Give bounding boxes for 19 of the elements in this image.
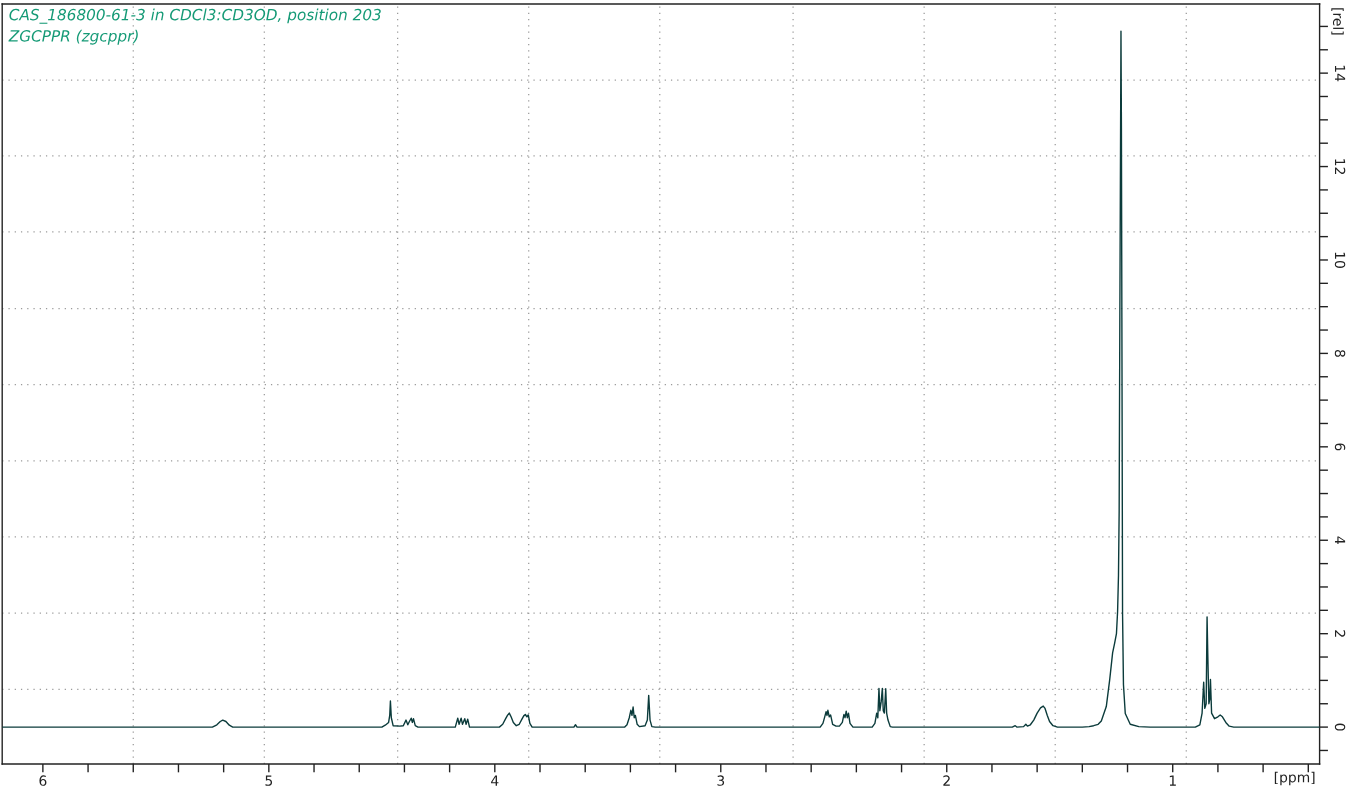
x-tick-label: 2 [943, 775, 950, 786]
y-tick-label: 6 [1334, 443, 1346, 451]
y-tick-label: 14 [1334, 65, 1346, 82]
y-tick-label: 8 [1334, 349, 1346, 357]
x-axis-title: [ppm] [1274, 771, 1315, 786]
x-tick-label: 6 [39, 775, 47, 786]
y-tick-label: 4 [1334, 536, 1346, 544]
chart-title: CAS_186800-61-3 in CDCl3:CD3OD, position 203 [9, 8, 381, 24]
x-tick-label: 4 [491, 775, 499, 786]
y-tick-label: 10 [1334, 252, 1346, 268]
y-axis-title: [rel] [1331, 8, 1344, 35]
x-tick-label: 5 [265, 775, 273, 786]
line-series [2, 30, 1320, 728]
x-tick-label: 1 [1169, 775, 1176, 786]
y-tick-label: 2 [1334, 630, 1346, 637]
y-tick-label: 0 [1334, 723, 1346, 731]
text: ZGCPPR (zgcppr) [8, 29, 138, 45]
x-tick-label: 3 [717, 775, 725, 786]
y-tick-label: 12 [1334, 159, 1346, 174]
